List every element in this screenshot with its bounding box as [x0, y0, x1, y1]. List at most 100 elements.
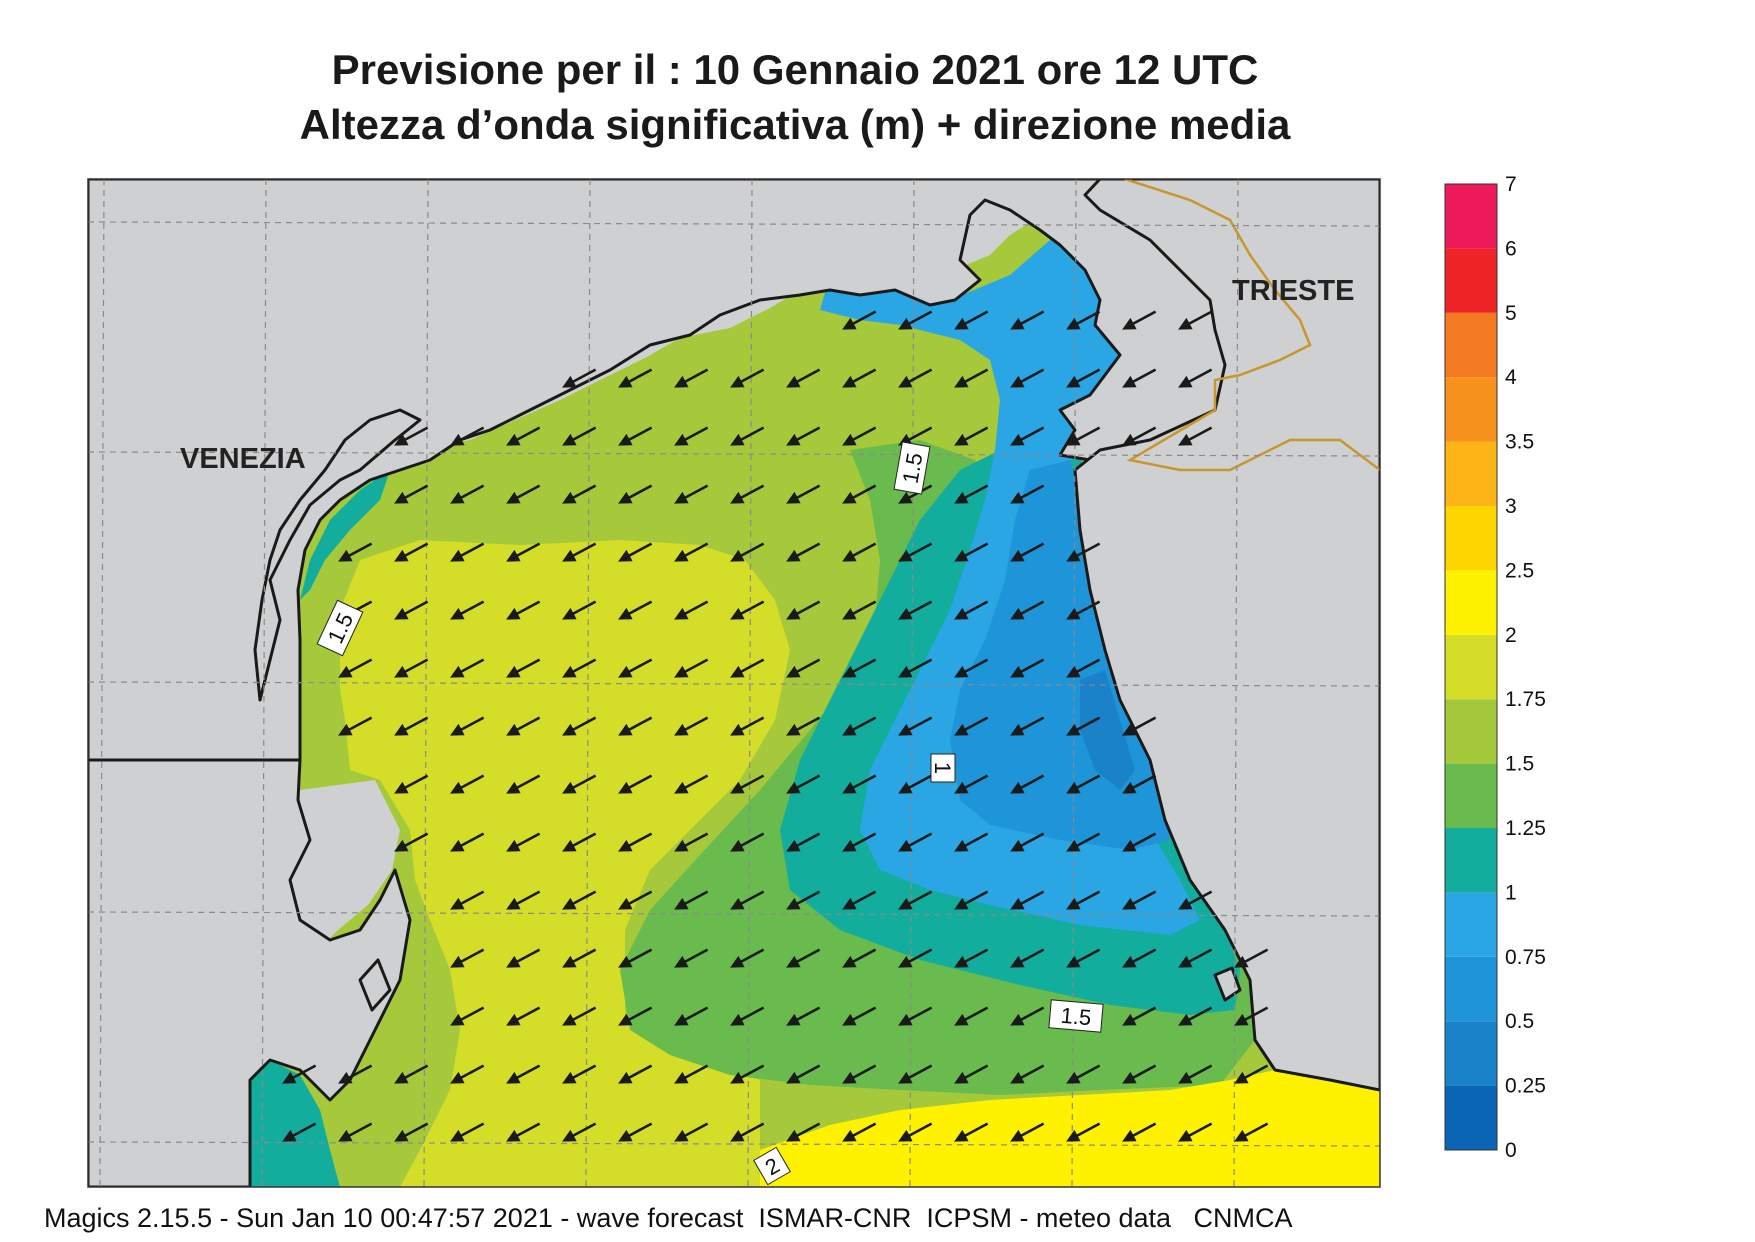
direction-arrow — [562, 1122, 597, 1142]
direction-arrow — [506, 890, 541, 910]
direction-arrow — [562, 774, 597, 794]
direction-arrow — [618, 484, 653, 504]
direction-arrow — [786, 1064, 821, 1084]
direction-arrow — [954, 426, 989, 446]
direction-arrow — [730, 368, 765, 388]
direction-arrow — [618, 890, 653, 910]
direction-arrow — [954, 600, 989, 620]
sea-zone-1-75 — [340, 540, 790, 1187]
legend-swatch — [1445, 506, 1497, 571]
title-line-1: Previsione per il : 10 Gennaio 2021 ore … — [331, 46, 1259, 93]
direction-arrow — [394, 716, 429, 736]
direction-arrow — [1066, 310, 1101, 330]
svg-text:1: 1 — [930, 762, 955, 774]
direction-arrow — [506, 832, 541, 852]
direction-arrow — [674, 658, 709, 678]
direction-arrow — [898, 484, 933, 504]
place-label-trieste: TRIESTE — [1232, 275, 1354, 307]
direction-arrow — [954, 542, 989, 562]
direction-arrow — [730, 1122, 765, 1142]
direction-arrow — [842, 1006, 877, 1026]
direction-arrow — [338, 716, 373, 736]
direction-arrow — [562, 716, 597, 736]
direction-arrow — [898, 890, 933, 910]
direction-arrow — [954, 832, 989, 852]
legend-tick-label: 1.75 — [1505, 688, 1546, 711]
direction-arrow — [618, 368, 653, 388]
direction-arrow — [898, 426, 933, 446]
direction-arrow — [730, 484, 765, 504]
direction-arrow — [842, 890, 877, 910]
direction-arrow — [1066, 658, 1101, 678]
direction-arrow — [1010, 1064, 1045, 1084]
direction-arrow — [1010, 658, 1045, 678]
land-island-1 — [358, 958, 392, 1012]
direction-arrow — [618, 716, 653, 736]
direction-arrow — [562, 600, 597, 620]
direction-arrow — [1178, 948, 1213, 968]
direction-arrow — [1122, 310, 1157, 330]
direction-arrow — [1066, 716, 1101, 736]
direction-arrow — [450, 658, 485, 678]
direction-arrow — [954, 484, 989, 504]
direction-arrow — [562, 1064, 597, 1084]
legend-swatch — [1445, 377, 1497, 442]
sea-zone-south-west — [250, 1060, 340, 1187]
direction-arrow — [1066, 890, 1101, 910]
direction-arrow — [1010, 484, 1045, 504]
legend-swatch — [1445, 570, 1497, 635]
wave-direction-arrows — [282, 310, 1269, 1142]
direction-arrow — [842, 368, 877, 388]
direction-arrow — [786, 1006, 821, 1026]
direction-arrow — [954, 658, 989, 678]
direction-arrow — [562, 948, 597, 968]
direction-arrow — [506, 948, 541, 968]
legend-swatch — [1445, 441, 1497, 506]
direction-arrow — [786, 890, 821, 910]
legend-tick-label: 7 — [1505, 173, 1517, 196]
direction-arrow — [674, 484, 709, 504]
legend-swatch — [1445, 184, 1497, 249]
legend-tick-label: 2.5 — [1505, 559, 1534, 582]
direction-arrow — [1010, 368, 1045, 388]
direction-arrow — [674, 368, 709, 388]
direction-arrow — [842, 426, 877, 446]
direction-arrow — [450, 1122, 485, 1142]
legend-tick-label: 1.5 — [1505, 753, 1534, 776]
direction-arrow — [618, 600, 653, 620]
direction-arrow — [786, 948, 821, 968]
direction-arrow — [450, 948, 485, 968]
direction-arrow — [1066, 1064, 1101, 1084]
direction-arrow — [1066, 368, 1101, 388]
direction-arrow — [450, 600, 485, 620]
legend-swatch — [1445, 763, 1497, 828]
direction-arrow — [1122, 832, 1157, 852]
direction-arrow — [1010, 1122, 1045, 1142]
direction-arrow — [1066, 600, 1101, 620]
direction-arrow — [1010, 716, 1045, 736]
direction-arrow — [730, 658, 765, 678]
direction-arrow — [730, 774, 765, 794]
direction-arrow — [450, 890, 485, 910]
direction-arrow — [954, 310, 989, 330]
direction-arrow — [1122, 426, 1157, 446]
direction-arrow — [1010, 600, 1045, 620]
direction-arrow — [842, 484, 877, 504]
direction-arrow — [730, 426, 765, 446]
direction-arrow — [450, 1064, 485, 1084]
direction-arrow — [954, 1006, 989, 1026]
direction-arrow — [506, 658, 541, 678]
sea-zone-0-25 — [1080, 670, 1135, 790]
direction-arrow — [1066, 774, 1101, 794]
direction-arrow — [730, 832, 765, 852]
title-line-2: Altezza d’onda significativa (m) + direz… — [299, 101, 1291, 148]
direction-arrow — [562, 890, 597, 910]
direction-arrow — [842, 542, 877, 562]
direction-arrow — [674, 426, 709, 446]
direction-arrow — [786, 484, 821, 504]
sea-zone-2-00 — [760, 1070, 1380, 1187]
legend-swatch — [1445, 699, 1497, 764]
legend-tick-label: 5 — [1505, 302, 1517, 325]
direction-arrow — [1010, 310, 1045, 330]
direction-arrow — [450, 426, 485, 446]
